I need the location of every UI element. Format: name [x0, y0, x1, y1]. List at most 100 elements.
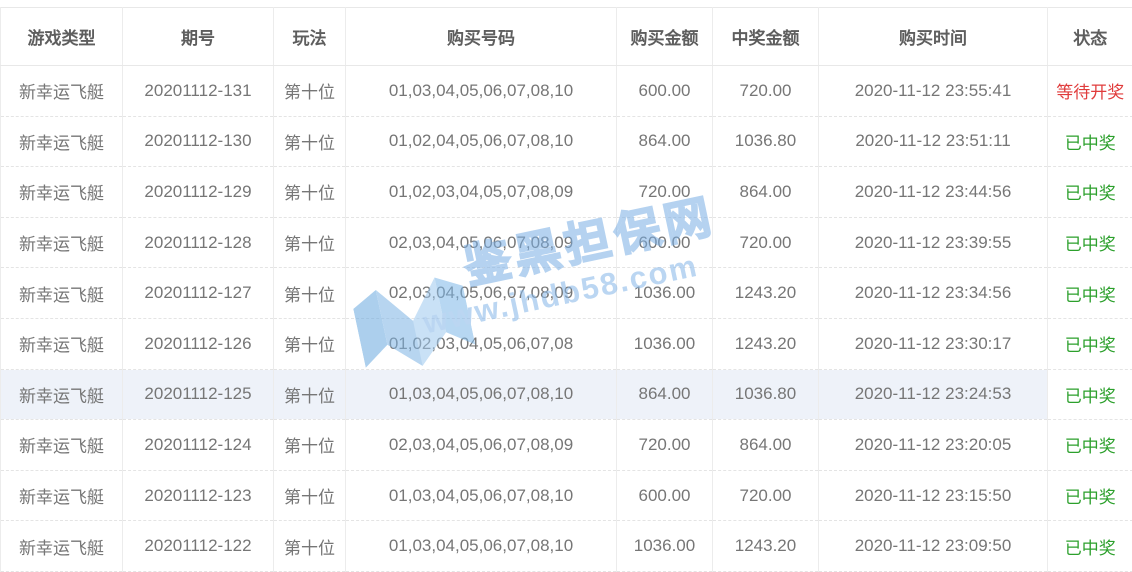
cell-play: 第十位	[274, 369, 346, 420]
cell-status: 等待开奖	[1048, 66, 1132, 117]
cell-amount: 720.00	[617, 167, 713, 218]
cell-win: 864.00	[713, 420, 819, 471]
cell-numbers: 01,02,03,04,05,07,08,09	[346, 167, 617, 218]
cell-amount: 1036.00	[617, 268, 713, 319]
cell-status: 已中奖	[1048, 470, 1132, 521]
cell-play: 第十位	[274, 268, 346, 319]
cell-time: 2020-11-12 23:30:17	[819, 318, 1048, 369]
cell-game: 新幸运飞艇	[1, 420, 123, 471]
cell-time: 2020-11-12 23:39:55	[819, 217, 1048, 268]
cell-time: 2020-11-12 23:15:50	[819, 470, 1048, 521]
cell-amount: 1036.00	[617, 521, 713, 572]
cell-status: 已中奖	[1048, 369, 1132, 420]
cell-win: 1243.20	[713, 268, 819, 319]
table-header: 游戏类型 期号 玩法 购买号码 购买金额 中奖金额 购买时间 状态	[1, 8, 1132, 66]
cell-win: 720.00	[713, 217, 819, 268]
cell-win: 720.00	[713, 470, 819, 521]
cell-numbers: 02,03,04,05,06,07,08,09	[346, 217, 617, 268]
cell-numbers: 01,03,04,05,06,07,08,10	[346, 521, 617, 572]
cell-game: 新幸运飞艇	[1, 116, 123, 167]
cell-status: 已中奖	[1048, 521, 1132, 572]
cell-play: 第十位	[274, 217, 346, 268]
cell-play: 第十位	[274, 470, 346, 521]
cell-game: 新幸运飞艇	[1, 470, 123, 521]
cell-win: 864.00	[713, 167, 819, 218]
cell-game: 新幸运飞艇	[1, 66, 123, 117]
cell-numbers: 01,02,03,04,05,06,07,08	[346, 318, 617, 369]
cell-amount: 600.00	[617, 217, 713, 268]
cell-amount: 600.00	[617, 470, 713, 521]
header-game-type: 游戏类型	[1, 8, 123, 66]
cell-play: 第十位	[274, 318, 346, 369]
cell-numbers: 01,03,04,05,06,07,08,10	[346, 470, 617, 521]
header-status: 状态	[1048, 8, 1132, 66]
cell-status: 已中奖	[1048, 217, 1132, 268]
cell-period: 20201112-122	[123, 521, 274, 572]
header-period: 期号	[123, 8, 274, 66]
cell-game: 新幸运飞艇	[1, 369, 123, 420]
cell-status: 已中奖	[1048, 420, 1132, 471]
cell-win: 1243.20	[713, 318, 819, 369]
cell-time: 2020-11-12 23:09:50	[819, 521, 1048, 572]
header-amount: 购买金额	[617, 8, 713, 66]
cell-win: 720.00	[713, 66, 819, 117]
cell-time: 2020-11-12 23:55:41	[819, 66, 1048, 117]
cell-period: 20201112-129	[123, 167, 274, 218]
cell-time: 2020-11-12 23:20:05	[819, 420, 1048, 471]
cell-numbers: 02,03,04,05,06,07,08,09	[346, 420, 617, 471]
cell-period: 20201112-130	[123, 116, 274, 167]
cell-time: 2020-11-12 23:34:56	[819, 268, 1048, 319]
cell-numbers: 01,03,04,05,06,07,08,10	[346, 369, 617, 420]
header-numbers: 购买号码	[346, 8, 617, 66]
cell-play: 第十位	[274, 420, 346, 471]
cell-amount: 600.00	[617, 66, 713, 117]
cell-win: 1036.80	[713, 369, 819, 420]
cell-game: 新幸运飞艇	[1, 268, 123, 319]
cell-play: 第十位	[274, 116, 346, 167]
cell-status: 已中奖	[1048, 116, 1132, 167]
cell-amount: 1036.00	[617, 318, 713, 369]
header-play-method: 玩法	[274, 8, 346, 66]
cell-time: 2020-11-12 23:44:56	[819, 167, 1048, 218]
cell-period: 20201112-126	[123, 318, 274, 369]
top-spacer	[0, 0, 1132, 7]
cell-status: 已中奖	[1048, 167, 1132, 218]
cell-period: 20201112-125	[123, 369, 274, 420]
cell-game: 新幸运飞艇	[1, 318, 123, 369]
cell-period: 20201112-127	[123, 268, 274, 319]
cell-game: 新幸运飞艇	[1, 217, 123, 268]
cell-period: 20201112-124	[123, 420, 274, 471]
cell-amount: 864.00	[617, 369, 713, 420]
cell-play: 第十位	[274, 521, 346, 572]
cell-status: 已中奖	[1048, 268, 1132, 319]
cell-time: 2020-11-12 23:24:53	[819, 369, 1048, 420]
cell-period: 20201112-131	[123, 66, 274, 117]
cell-numbers: 01,03,04,05,06,07,08,10	[346, 66, 617, 117]
cell-amount: 720.00	[617, 420, 713, 471]
cell-period: 20201112-123	[123, 470, 274, 521]
cell-numbers: 02,03,04,05,06,07,08,09	[346, 268, 617, 319]
cell-play: 第十位	[274, 167, 346, 218]
cell-win: 1243.20	[713, 521, 819, 572]
cell-game: 新幸运飞艇	[1, 521, 123, 572]
cell-play: 第十位	[274, 66, 346, 117]
cell-time: 2020-11-12 23:51:11	[819, 116, 1048, 167]
cell-period: 20201112-128	[123, 217, 274, 268]
cell-status: 已中奖	[1048, 318, 1132, 369]
header-time: 购买时间	[819, 8, 1048, 66]
cell-game: 新幸运飞艇	[1, 167, 123, 218]
header-win-amount: 中奖金额	[713, 8, 819, 66]
cell-amount: 864.00	[617, 116, 713, 167]
